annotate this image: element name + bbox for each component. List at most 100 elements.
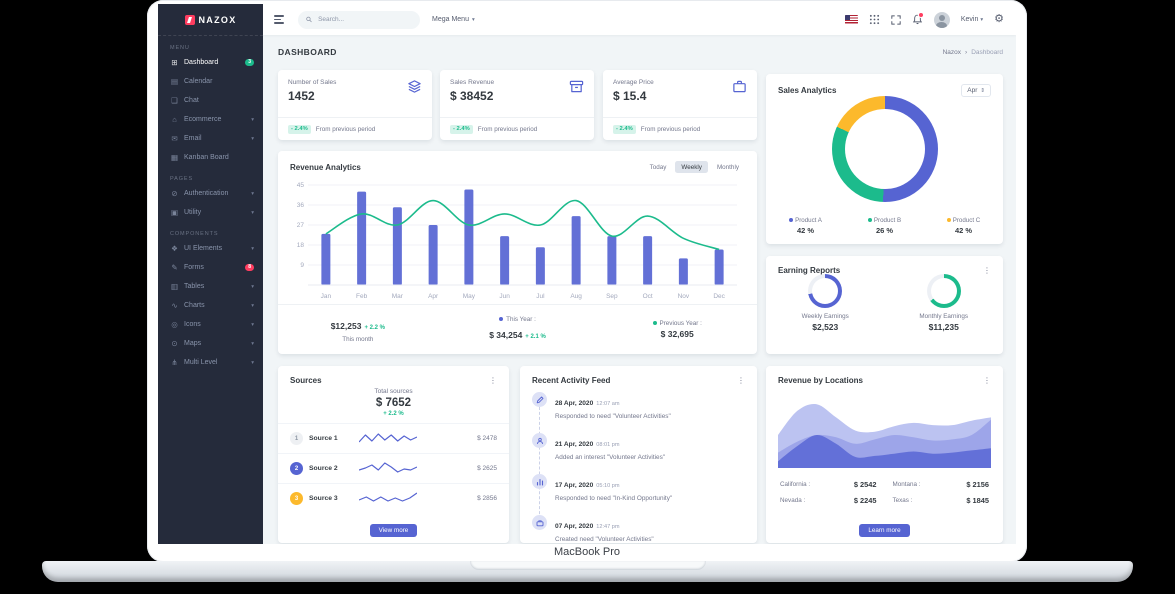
sidebar-item-authentication[interactable]: ⊘ Authentication ▾: [171, 189, 254, 198]
delta-badge: - 2.4%: [450, 124, 473, 134]
svg-text:Mar: Mar: [392, 293, 404, 300]
more-menu-icon[interactable]: ⋮: [983, 265, 991, 275]
sidebar-item-maps[interactable]: ⊙ Maps ▾: [171, 339, 254, 348]
sidebar-item-ecommerce[interactable]: ⌂ Ecommerce ▾: [158, 110, 263, 129]
sidebar-item-email[interactable]: ✉ Email ▾: [171, 134, 254, 143]
svg-text:Jun: Jun: [499, 293, 510, 300]
delta-badge: - 2.4%: [613, 124, 636, 134]
utility-icon: ▣: [170, 208, 179, 217]
search-input[interactable]: [316, 15, 412, 24]
monthly-earnings-radial-chart: [926, 274, 961, 308]
tab-monthly[interactable]: Monthly: [716, 163, 739, 171]
user-avatar[interactable]: [933, 11, 950, 28]
source-row[interactable]: 1 Source 1 $ 2478: [278, 423, 509, 453]
earning-reports-card: Earning Reports ⋮ Weekly Earnings $2,523…: [766, 256, 1003, 354]
sidebar-item-dashboard[interactable]: ⊞ Dashboard 3: [158, 53, 263, 72]
sidebar-item-ui-elements[interactable]: ❖ UI Elements ▾: [171, 244, 254, 253]
locations-stats: California : $ 2542 Montana : $ 2156 Nevad…: [780, 480, 989, 505]
sidebar-item-chat[interactable]: ❑ Chat: [171, 96, 199, 105]
page-header: DASHBOARD Nazox › Dashboard: [278, 47, 1003, 57]
forms-icon: ✎: [171, 263, 178, 272]
sidebar-item-icons[interactable]: ◎ Icons ▾: [171, 320, 254, 329]
notifications-bell-icon[interactable]: [912, 12, 925, 25]
svg-text:Jan: Jan: [321, 293, 332, 300]
source-2-icon: 2: [290, 462, 303, 475]
source-3-sparkline: [359, 492, 417, 502]
card-title: Sources: [290, 376, 322, 385]
svg-text:Jul: Jul: [536, 293, 545, 300]
range-tabs: Today Weekly Monthly: [644, 161, 745, 173]
card-title: Recent Activity Feed: [532, 376, 611, 385]
breadcrumb-root[interactable]: Nazox: [942, 48, 962, 56]
page-title: DASHBOARD: [278, 47, 337, 57]
more-menu-icon[interactable]: ⋮: [489, 375, 497, 385]
tab-weekly[interactable]: Weekly: [675, 161, 708, 173]
sidebar-item-tables[interactable]: ▥ Tables ▾: [170, 282, 254, 291]
legend-dot: [867, 217, 872, 222]
stat-value: 1452: [288, 89, 315, 103]
svg-text:Oct: Oct: [643, 293, 653, 300]
menu-toggle-button[interactable]: [274, 15, 284, 24]
settings-gear-icon[interactable]: ⚙: [994, 13, 1004, 25]
source-row[interactable]: 3 Source 3 $ 2856: [278, 483, 509, 513]
sidebar-item-charts[interactable]: ∿ Charts ▾: [171, 301, 254, 310]
chevron-down-icon: ▾: [251, 302, 254, 309]
svg-text:May: May: [463, 293, 476, 300]
recent-activity-feed-card: Recent Activity Feed ⋮ 28 Apr, 2020 12:07…: [520, 366, 757, 543]
chart-icon: [532, 474, 547, 489]
language-flag-icon[interactable]: [844, 15, 858, 24]
sidebar-item-utility[interactable]: ▣ Utility ▾: [170, 208, 254, 217]
user-menu[interactable]: Kevin ▾: [960, 16, 984, 23]
laptop-screen: NAZOX MENU ⊞ Dashboard 3 ▤ Calendar ❑ Ch…: [147, 0, 1027, 562]
source-1-icon: 1: [290, 432, 303, 445]
apps-grid-icon[interactable]: [869, 14, 880, 25]
learn-more-button[interactable]: Learn more: [859, 524, 910, 537]
sidebar-section-components: COMPONENTS: [170, 231, 219, 237]
stat-card-sales-revenue: Sales Revenue $ 38452 - 2.4% From previo…: [440, 70, 594, 140]
layers-icon: [408, 80, 421, 93]
legend-dot: [789, 217, 794, 222]
activity-item: 28 Apr, 2020 12:07 am Responded to need "…: [532, 392, 747, 420]
search-icon: [306, 16, 312, 23]
sales-analytics-card: Sales Analytics Apr ⇕ Product A 42 %: [766, 74, 1003, 244]
period-select[interactable]: Apr ⇕: [961, 84, 991, 97]
source-2-sparkline: [359, 461, 417, 473]
stat-value: $ 15.4: [613, 89, 647, 103]
tab-today[interactable]: Today: [649, 163, 667, 171]
sidebar-item-calendar[interactable]: ▤ Calendar: [170, 77, 213, 86]
more-menu-icon[interactable]: ⋮: [983, 375, 991, 385]
stat-value: $ 38452: [450, 89, 494, 103]
mega-menu-button[interactable]: Mega Menu ▾: [432, 16, 475, 23]
activity-item: 21 Apr, 2020 08:01 pm Added an interest "…: [532, 433, 747, 461]
source-row[interactable]: 2 Source 2 $ 2625: [278, 453, 509, 483]
maps-icon: ⊙: [171, 339, 178, 348]
sidebar-item-kanban-board[interactable]: ▦ Kanban Board: [170, 153, 229, 162]
more-menu-icon[interactable]: ⋮: [737, 375, 745, 385]
icons-icon: ◎: [171, 320, 178, 329]
revenue-by-locations-card: Revenue by Locations ⋮ California : $ 254…: [766, 366, 1003, 543]
svg-text:45: 45: [297, 182, 305, 189]
sidebar-item-multi-level[interactable]: ⋔ Multi Level ▾: [171, 358, 254, 367]
archive-icon: [569, 80, 584, 93]
donut-legend: Product A 42 % Product B 26 % Product C …: [766, 217, 1003, 235]
chevron-down-icon: ▾: [251, 190, 254, 197]
device-label: MacBook Pro: [553, 546, 621, 558]
revenue-analytics-chart: 9 18 27 36 45 Jan Feb Mar Apr May Jun Jul Aug Sep Oct N…: [297, 182, 737, 300]
brand-name: NAZOX: [198, 14, 237, 25]
breadcrumb-current: Dashboard: [971, 48, 1003, 56]
breadcrumb-separator: ›: [965, 48, 968, 56]
source-1-sparkline: [359, 432, 417, 442]
forms-badge: 8: [245, 264, 254, 271]
chevron-down-icon: ▾: [251, 359, 254, 366]
revenue-analytics-card: Revenue Analytics Today Weekly Monthly 9…: [278, 151, 757, 354]
pencil-icon: [532, 392, 547, 407]
fullscreen-icon[interactable]: [891, 14, 901, 25]
brand-logo[interactable]: NAZOX: [158, 4, 263, 36]
sidebar-item-forms[interactable]: ✎ Forms 8: [158, 258, 263, 277]
select-arrows-icon: ⇕: [980, 87, 985, 94]
revenue-analytics-summary: $12,253 + 2.2 % This month This Year : $ …: [278, 304, 757, 354]
view-more-button[interactable]: View more: [369, 524, 418, 537]
sidebar-section-pages: PAGES: [170, 176, 194, 182]
svg-text:Apr: Apr: [428, 293, 439, 300]
